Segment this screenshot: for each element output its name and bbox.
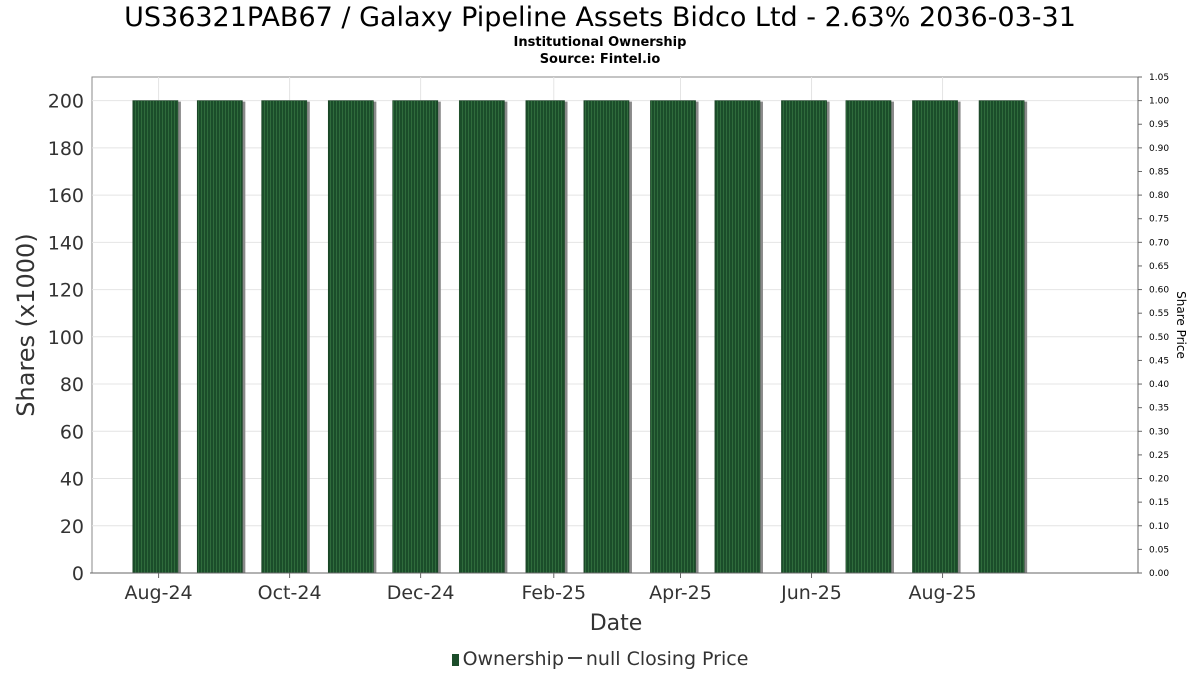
ownership-bar [714,100,761,574]
ownership-bar [327,100,374,574]
y-tick-label: 160 [48,185,84,207]
x-tick-label: Apr-25 [649,582,712,604]
chart-title: US36321PAB67 / Galaxy Pipeline Assets Bi… [124,2,1076,33]
y-tick-label: 140 [48,232,84,254]
y2-tick-label: 0.70 [1149,238,1169,248]
y2-tick-label: 0.75 [1149,215,1169,225]
y2-tick-label: 0.15 [1149,498,1169,508]
y2-tick-label: 0.95 [1149,120,1169,130]
x-tick-label: Aug-24 [125,582,193,604]
y2-tick-label: 0.25 [1149,451,1169,461]
ownership-legend-label: Ownership [462,648,564,670]
ownership-bar [261,100,308,574]
ownership-bar [132,100,179,574]
y2-tick-label: 0.05 [1149,545,1169,555]
x-tick-label: Oct-24 [258,582,322,604]
ownership-bar [196,100,243,574]
ownership-bar [525,100,565,574]
y2-tick-label: 0.65 [1149,262,1169,272]
y-tick-label: 120 [48,280,84,302]
y2-tick-label: 0.40 [1149,380,1169,390]
y-tick-label: 60 [60,421,84,443]
y-tick-label: 20 [60,516,84,538]
ownership-bar [845,100,892,574]
chart-source: Source: Fintel.io [539,52,661,67]
y2-tick-label: 0.55 [1149,309,1169,319]
y2-tick-label: 0.80 [1149,191,1169,201]
y2-tick-label: 0.10 [1149,522,1169,532]
ownership-bar [781,100,827,574]
y2-tick-label: 0.85 [1149,167,1169,177]
closing-price-legend-label: null Closing Price [585,648,749,670]
ownership-bar [650,100,696,574]
y-tick-label: 40 [60,469,84,491]
chart-subtitle: Institutional Ownership [513,35,687,50]
x-tick-label: Dec-24 [387,582,455,604]
y2-tick-label: 1.00 [1149,97,1169,107]
y2-tick-label: 1.05 [1149,73,1169,83]
x-tick-label: Jun-25 [780,582,842,604]
y-tick-label: 200 [48,91,84,113]
y-tick-label: 0 [72,563,84,585]
y2-tick-label: 0.90 [1149,144,1169,154]
ownership-chart: 0 20 40 60 80 100 120 140 160 180 200 Aug-24 Oct-24 D… [12,73,1188,636]
y-tick-label: 100 [48,327,84,349]
y-tick-label: 180 [48,138,84,160]
ownership-bar [583,100,630,574]
y2-tick-label: 0.00 [1149,569,1169,579]
y2-tick-label: 0.50 [1149,333,1169,343]
y-tick-label: 80 [60,374,84,396]
y2-axis-title: Share Price [1174,291,1188,359]
x-axis-title: Date [590,611,643,636]
y2-tick-label: 0.20 [1149,475,1169,485]
ownership-bar [978,100,1025,574]
ownership-bar [912,100,958,574]
y2-tick-label: 0.35 [1149,404,1169,414]
y2-tick-label: 0.60 [1149,286,1169,296]
ownership-bar [458,100,505,574]
ownership-bar [392,100,439,574]
chart-legend: Ownership null Closing Price [0,648,1200,670]
x-tick-label: Feb-25 [521,582,586,604]
closing-price-legend-line [567,657,582,659]
y2-tick-label: 0.45 [1149,356,1169,366]
y-axis-title: Shares (x1000) [12,233,40,416]
ownership-legend-swatch [451,654,459,666]
x-tick-label: Aug-25 [908,582,976,604]
y2-tick-label: 0.30 [1149,427,1169,437]
